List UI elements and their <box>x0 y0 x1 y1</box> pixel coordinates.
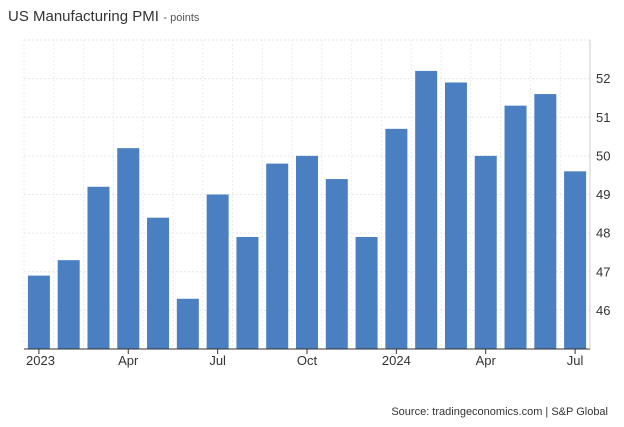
y-tick-label: 52 <box>596 71 610 86</box>
y-tick-label: 49 <box>596 187 610 202</box>
bar-18 <box>564 171 587 349</box>
axis-layer <box>24 40 591 354</box>
bar-3 <box>117 148 140 349</box>
bar-1 <box>57 260 80 349</box>
y-tick-label: 51 <box>596 110 610 125</box>
bar-15 <box>474 155 497 349</box>
x-tick-label: 2024 <box>382 353 411 368</box>
bar-13 <box>415 70 438 350</box>
bar-6 <box>206 194 229 349</box>
bar-4 <box>147 217 170 349</box>
y-tick-label: 46 <box>596 303 610 318</box>
x-tick-label: Oct <box>297 353 318 368</box>
x-tick-label: Apr <box>476 353 497 368</box>
y-tick-label: 50 <box>596 148 610 163</box>
chart-subtitle: - points <box>163 12 200 24</box>
bar-14 <box>444 82 467 350</box>
x-tick-label: Jul <box>567 353 584 368</box>
chart-title-block: US Manufacturing PMI - points <box>8 8 199 26</box>
bar-10 <box>325 179 348 349</box>
bar-12 <box>385 128 408 349</box>
x-tick-label: Jul <box>209 353 226 368</box>
bar-7 <box>236 236 259 349</box>
x-tick-label: Apr <box>118 353 139 368</box>
bar-8 <box>266 163 289 349</box>
chart-title: US Manufacturing PMI <box>8 8 159 25</box>
bar-2 <box>87 186 110 349</box>
bar-9 <box>296 155 318 349</box>
bar-5 <box>176 298 199 349</box>
bar-layer <box>27 70 587 350</box>
bar-17 <box>534 94 557 349</box>
x-tick-label: 2023 <box>26 353 55 368</box>
bar-16 <box>504 105 527 349</box>
y-tick-label: 47 <box>596 264 610 279</box>
bar-11 <box>355 236 378 349</box>
y-tick-label: 48 <box>596 226 610 241</box>
source-note: Source: tradingeconomics.com | S&P Globa… <box>391 406 608 418</box>
label-layer: 46 47 48 49 50 51 52 2023 Apr Jul Oct 2024 Apr Jul <box>26 71 610 368</box>
bar-0 <box>27 275 50 349</box>
